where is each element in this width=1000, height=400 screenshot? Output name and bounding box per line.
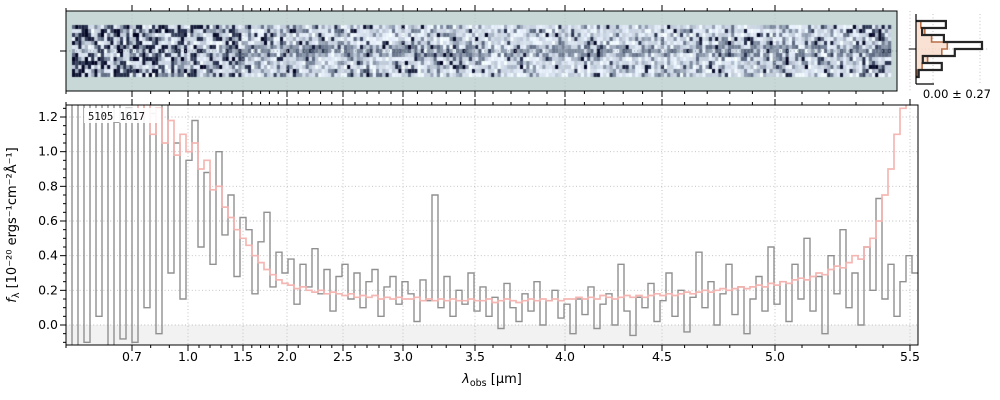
- source-label-box: [84, 108, 161, 123]
- x-tick-label: 4.0: [555, 349, 575, 364]
- x-tick-label: 5.0: [765, 349, 785, 364]
- x-tick-label: 2.0: [277, 349, 297, 364]
- x-tick-label: 1.5: [233, 349, 253, 364]
- x-tick-label: 1.0: [178, 349, 198, 364]
- hist-stat-label: 0.00 ± 0.27: [923, 87, 991, 101]
- x-tick-label: 3.0: [393, 349, 413, 364]
- x-tick-label: 5.5: [900, 349, 920, 364]
- y-tick-label: 0.8: [38, 178, 58, 193]
- figure-text: 5105_1617 0.00 ± 0.27 λobs [μm] fλ [10⁻²…: [4, 87, 991, 389]
- spectrum-panel: 0.7 1.0 1.5 2.0 2.5 3.0 3.5 4.0 4.5 5.0 5.5 0.0 0.2 0…: [38, 99, 920, 364]
- y-tick-label: 1.0: [38, 144, 58, 159]
- x-tick-label: 3.5: [465, 349, 485, 364]
- y-tick-label: 1.2: [38, 109, 58, 124]
- y-tick-label: 0.4: [38, 248, 58, 263]
- profile-hist-panel: [908, 14, 988, 85]
- source-label: 5105_1617: [88, 111, 145, 123]
- spec2d-panel: [60, 5, 911, 97]
- y-axis-label: fλ [10⁻²⁰ ergs⁻¹cm⁻²Å⁻¹]: [4, 147, 22, 303]
- x-tick-label: 2.5: [333, 349, 353, 364]
- y-tick-label: 0.0: [38, 317, 58, 332]
- x-axis-label: λobs [μm]: [461, 372, 522, 389]
- y-tick-label: 0.2: [38, 282, 58, 297]
- x-tick-label: 0.7: [122, 349, 142, 364]
- y-tick-label: 0.6: [38, 213, 58, 228]
- x-tick-label: 4.5: [652, 349, 672, 364]
